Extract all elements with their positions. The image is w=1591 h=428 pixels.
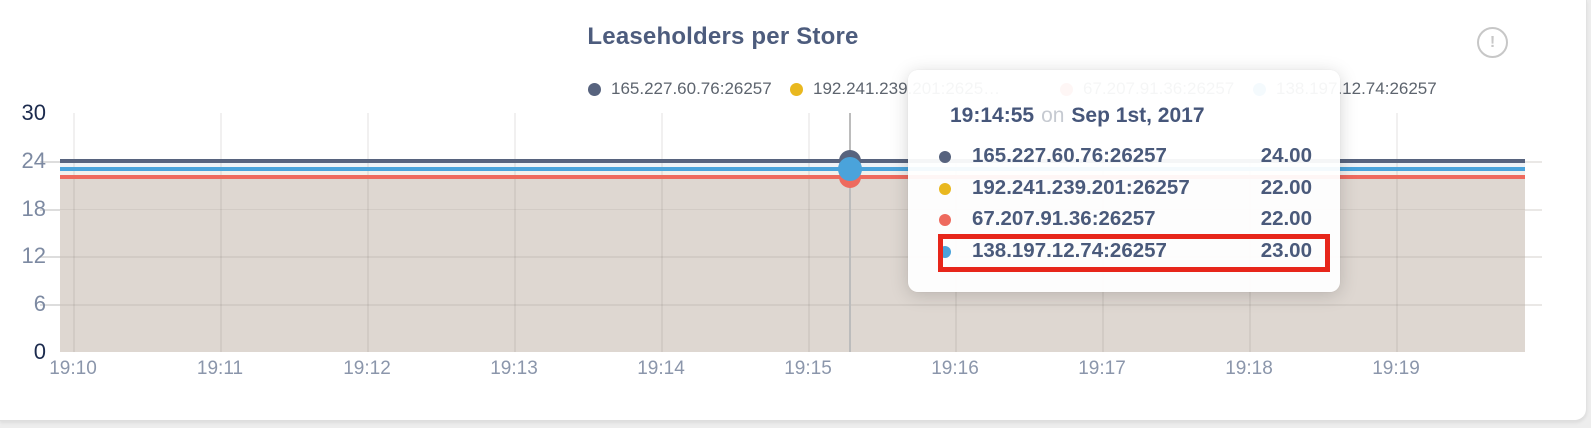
area-band-lower: [60, 170, 1525, 175]
series-line: [60, 158, 1525, 163]
y-axis-label: 0: [33, 339, 46, 364]
horizontal-gridline: [60, 256, 1525, 258]
y-axis-label: 12: [21, 243, 46, 269]
chart-title: Leaseholders per Store: [587, 23, 859, 50]
tooltip-series-value: 24.00: [1260, 144, 1312, 167]
y-tick-mark-right: [1525, 208, 1542, 211]
exclamation-glyph: !: [1489, 33, 1496, 51]
tooltip-series-value: 22.00: [1260, 175, 1312, 199]
hover-crosshair: [849, 113, 851, 352]
tooltip-series-dot-icon: [939, 151, 951, 163]
horizontal-gridline: [60, 304, 1525, 306]
vertical-gridline: [808, 113, 810, 352]
y-tick-mark-right: [1525, 304, 1542, 307]
vertical-gridline: [73, 113, 75, 352]
vertical-gridline: [1396, 113, 1398, 352]
tooltip-series-dot-icon: [939, 214, 951, 226]
legend-swatch-icon: [588, 82, 601, 96]
x-axis-label: 19:13: [490, 358, 538, 379]
vertical-gridline: [661, 113, 663, 352]
tooltip-on-word: on: [1041, 104, 1065, 127]
y-axis-label: 18: [21, 195, 46, 221]
legend-swatch-icon: [790, 82, 803, 96]
x-axis-label: 19:15: [784, 358, 832, 379]
y-tick-mark-right: [1525, 160, 1542, 163]
area-band-upper: [60, 162, 1525, 167]
tooltip-series-name: 67.207.91.36:26257: [972, 207, 1156, 230]
tooltip-header: 19:14:55 on Sep 1st, 2017: [950, 104, 1205, 128]
y-tick-mark: [40, 208, 60, 211]
vertical-gridline: [367, 113, 369, 352]
legend-label: 165.227.60.76:26257: [611, 79, 772, 98]
x-axis-label: 19:12: [343, 358, 391, 379]
tooltip-series-dot-icon: [939, 182, 951, 195]
series-line: [60, 174, 1525, 179]
x-axis-label: 19:10: [49, 358, 97, 379]
y-tick-mark: [40, 304, 60, 307]
y-axis-label: 30: [21, 100, 46, 125]
tooltip-row: 192.241.239.201:26257 22.00: [908, 173, 1340, 205]
y-tick-mark: [40, 256, 60, 259]
hover-tooltip: 19:14:55 on Sep 1st, 2017 165.227.60.76:26…: [908, 70, 1340, 292]
x-axis-label: 19:19: [1372, 358, 1420, 379]
y-axis-label: 6: [33, 291, 46, 317]
tooltip-time: 19:14:55: [950, 104, 1035, 127]
x-axis-label: 19:16: [931, 358, 979, 379]
series-line: [60, 166, 1525, 171]
legend-item[interactable]: 165.227.60.76:26257: [588, 79, 772, 98]
tooltip-series-name: 138.197.12.74:26257: [972, 238, 1167, 262]
tooltip-date: Sep 1st, 2017: [1071, 104, 1205, 127]
tooltip-series-name: 192.241.239.201:26257: [972, 175, 1190, 199]
y-tick-mark-right: [1525, 256, 1542, 259]
vertical-gridline: [220, 113, 222, 352]
tooltip-series-value: 23.00: [1260, 238, 1312, 262]
x-axis-label: 19:18: [1225, 358, 1273, 379]
tooltip-series-name: 165.227.60.76:26257: [972, 144, 1167, 167]
y-tick-mark: [40, 160, 60, 163]
x-axis-label: 19:11: [196, 358, 244, 379]
hover-point-marker: [838, 156, 862, 181]
tooltip-row: 165.227.60.76:26257 24.00: [908, 141, 1340, 173]
horizontal-gridline: [60, 208, 1525, 211]
y-axis-label: 24: [21, 147, 46, 173]
x-axis-label: 19:17: [1078, 358, 1126, 379]
info-icon[interactable]: !: [1477, 27, 1508, 58]
tooltip-series-value: 22.00: [1260, 207, 1312, 230]
tooltip-row: 67.207.91.36:26257 22.00: [908, 204, 1340, 236]
highlight-annotation-box: [938, 234, 1330, 272]
tooltip-row: 138.197.12.74:26257 23.00: [908, 236, 1340, 268]
x-axis-label: 19:14: [637, 358, 685, 379]
vertical-gridline: [514, 113, 516, 352]
